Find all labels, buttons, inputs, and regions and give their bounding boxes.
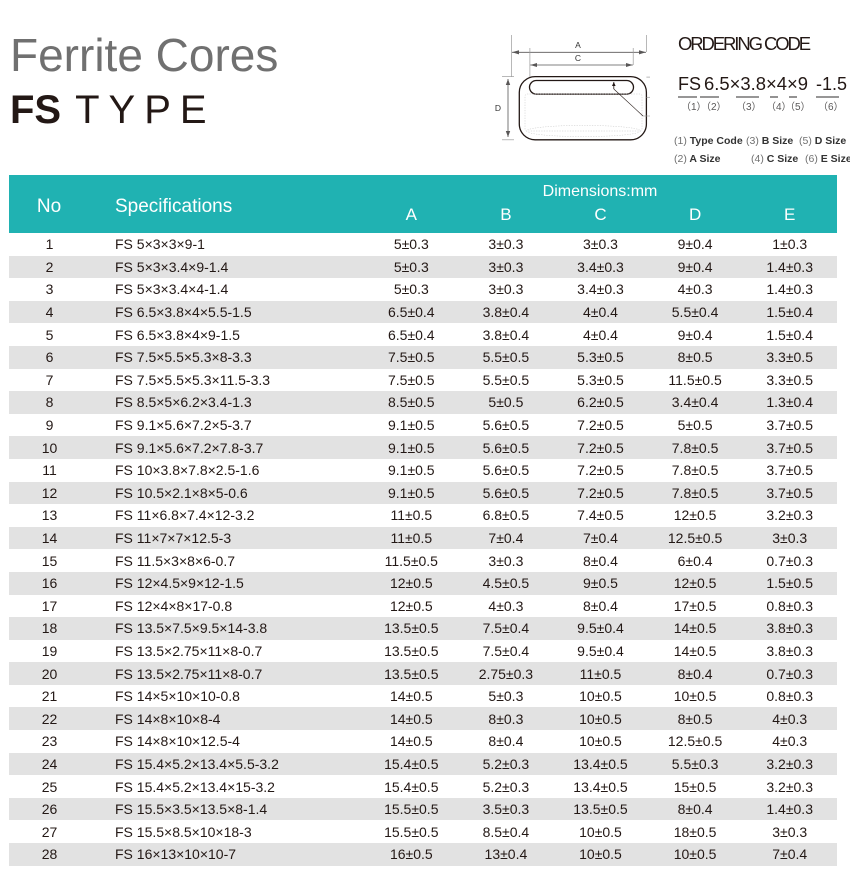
svg-text:D: D <box>495 103 501 113</box>
svg-text:A: A <box>575 40 581 50</box>
svg-text:（6）: （6） <box>818 101 844 113</box>
svg-text:-1.5: -1.5 <box>816 74 847 94</box>
svg-text:（2）: （2） <box>701 101 727 113</box>
svg-text:（5）: （5） <box>785 101 811 113</box>
svg-text:6.5×3.8×4×9: 6.5×3.8×4×9 <box>704 74 808 94</box>
svg-text:C: C <box>575 53 581 63</box>
svg-text:（3）: （3） <box>736 101 762 113</box>
svg-text:FS: FS <box>678 74 701 94</box>
